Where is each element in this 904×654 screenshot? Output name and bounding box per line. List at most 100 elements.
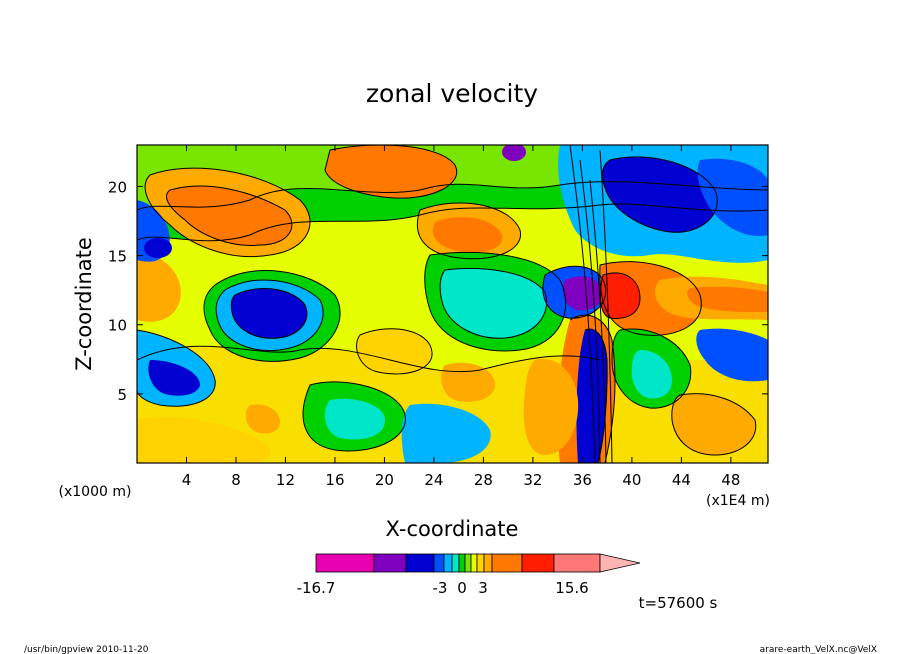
footer-left: /usr/bin/gpview 2010-11-20 xyxy=(24,645,149,654)
field-region xyxy=(231,288,307,339)
contour-line xyxy=(599,272,641,319)
contour-line xyxy=(671,393,757,456)
colorbar-segment xyxy=(458,553,466,573)
colorbar-segment xyxy=(491,553,523,573)
x-tick-label: 44 xyxy=(672,471,691,489)
x-tick-label: 48 xyxy=(721,471,740,489)
field-region xyxy=(137,250,181,322)
field-region xyxy=(502,145,526,161)
contour-line xyxy=(599,261,702,336)
contour-line xyxy=(137,329,216,407)
x-unit-right: (x1E4 m) xyxy=(706,493,770,509)
field-region xyxy=(144,238,172,258)
chart-title: zonal velocity xyxy=(366,79,538,108)
x-tick-label: 40 xyxy=(622,471,641,489)
colorbar-label: -16.7 xyxy=(297,579,336,597)
x-tick-label: 12 xyxy=(276,471,295,489)
field-region xyxy=(697,158,768,236)
contour-line xyxy=(137,345,601,373)
colorbar-segment xyxy=(373,553,407,573)
contour-line xyxy=(601,156,718,233)
colorbar-segment xyxy=(464,553,472,573)
time-annotation: t=57600 s xyxy=(639,594,718,612)
colorbar-segment xyxy=(433,553,445,573)
field-region xyxy=(148,360,200,396)
field-region xyxy=(324,398,385,440)
field-region xyxy=(687,286,768,312)
y-tick-label: 10 xyxy=(108,317,127,335)
field-region xyxy=(671,393,756,455)
colorbar-segment xyxy=(470,553,478,573)
contour-line xyxy=(203,270,341,362)
colorbar-label: 3 xyxy=(478,579,488,597)
field-region xyxy=(523,359,579,455)
y-axis-label: Z-coordinate xyxy=(72,237,96,371)
x-tick-label: 36 xyxy=(573,471,592,489)
field-region xyxy=(356,328,433,374)
velocity-field xyxy=(137,145,768,463)
x-axis: 4 8 12 16 20 24 28 32 36 40 44 48 xyxy=(182,145,740,489)
field-region xyxy=(245,404,280,434)
colorbar-label: 15.6 xyxy=(555,579,588,597)
contour-line xyxy=(424,251,567,352)
field-region xyxy=(433,217,503,253)
x-tick-label: 16 xyxy=(325,471,344,489)
contour-line xyxy=(416,202,521,260)
contour-line xyxy=(137,181,768,211)
plot-frame xyxy=(136,144,769,464)
contour-line xyxy=(230,288,308,339)
colorbar-segment xyxy=(476,553,485,573)
contour-line xyxy=(144,167,311,258)
field-region xyxy=(441,362,495,402)
field-region xyxy=(631,350,672,399)
field-region xyxy=(696,328,768,382)
colorbar-segment xyxy=(553,553,601,573)
y-axis: 5 10 15 20 xyxy=(108,178,768,404)
x-tick-label: 32 xyxy=(523,471,542,489)
colorbar-segment xyxy=(483,553,493,573)
colorbar-arrow xyxy=(599,553,641,573)
colorbar-segment xyxy=(521,553,555,573)
x-tick-label: 28 xyxy=(474,471,493,489)
contour-line xyxy=(611,328,692,409)
contour-line xyxy=(302,381,406,452)
y-tick-label: 20 xyxy=(108,178,127,196)
contour-line xyxy=(542,265,607,319)
colorbar-segment xyxy=(443,553,453,573)
colorbar-segment xyxy=(451,553,460,573)
contour-line xyxy=(599,149,613,463)
field-region xyxy=(401,403,491,463)
colorbar-labels: -16.7 -3 0 3 15.6 xyxy=(297,579,589,597)
contour-line xyxy=(579,159,601,463)
y-tick-label: 15 xyxy=(108,248,127,266)
x-tick-label: 8 xyxy=(231,471,241,489)
x-axis-label: X-coordinate xyxy=(386,517,519,541)
colorbar xyxy=(315,553,641,573)
contour-line xyxy=(166,185,293,246)
footer-right: arare-earth_VelX.nc@VelX xyxy=(760,645,877,654)
contour-line xyxy=(584,328,608,463)
contour-line xyxy=(356,328,433,375)
field-region xyxy=(600,272,640,319)
contour-line xyxy=(215,279,324,352)
contour-line xyxy=(439,267,547,339)
colorbar-segment xyxy=(405,553,435,573)
contour-line xyxy=(324,145,458,199)
contour-line xyxy=(569,314,616,463)
x-tick-label: 20 xyxy=(375,471,394,489)
colorbar-segment xyxy=(315,553,375,573)
x-tick-label: 24 xyxy=(424,471,443,489)
field-region xyxy=(137,416,271,463)
x-tick-label: 4 xyxy=(182,471,192,489)
field-region xyxy=(325,145,457,199)
y-tick-label: 5 xyxy=(117,386,127,404)
colorbar-label: -3 xyxy=(433,579,448,597)
colorbar-label: 0 xyxy=(457,579,467,597)
x-unit-left: (x1000 m) xyxy=(59,484,132,500)
field-region xyxy=(440,268,547,339)
contour-line xyxy=(137,203,768,242)
field-region xyxy=(563,276,603,311)
field-region xyxy=(602,156,718,233)
contour-lines xyxy=(137,145,768,463)
